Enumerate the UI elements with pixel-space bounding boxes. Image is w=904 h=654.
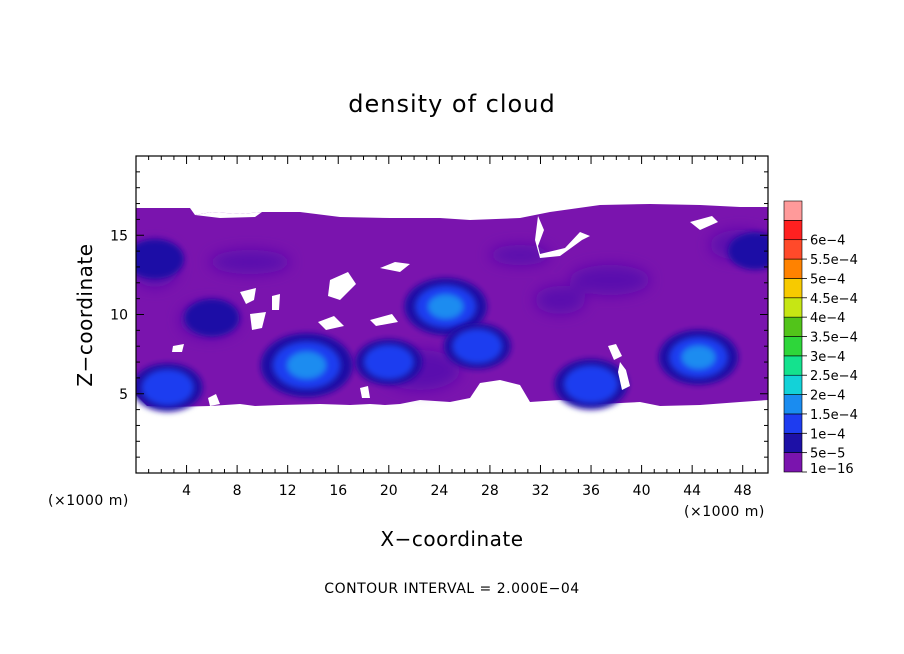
core-ring (184, 299, 240, 337)
x-tick-label: 40 (633, 483, 651, 499)
colorbar-label: 6e−4 (810, 234, 845, 249)
colorbar-swatch (783, 278, 803, 299)
core-ring (681, 345, 716, 369)
density-core-1 (260, 333, 353, 398)
colorbar-swatch (783, 316, 803, 337)
colorbar-label: 5e−4 (810, 272, 845, 287)
colorbar-swatch (783, 374, 803, 395)
x-tick-label: 16 (329, 483, 347, 499)
x-tick-label: 24 (430, 483, 448, 499)
colorbar-swatch (783, 258, 803, 279)
colorbar-swatch (783, 336, 803, 357)
x-tick-label: 28 (481, 483, 499, 499)
x-tick-label: 48 (734, 483, 752, 499)
x-tick-label: 4 (182, 483, 191, 499)
density-core-10 (728, 232, 768, 270)
colorbar-swatch (783, 239, 803, 260)
colorbar-swatch (783, 220, 803, 241)
colorbar-swatch (783, 297, 803, 318)
contour-interval-note: CONTOUR INTERVAL = 2.000E−04 (324, 581, 579, 597)
colorbar-label: 4.5e−4 (810, 292, 858, 307)
colorbar-swatch (783, 413, 803, 434)
colorbar-swatch (783, 452, 803, 473)
colorbar-swatch (783, 394, 803, 415)
x-unit-label-right: (×1000 m) (684, 504, 765, 520)
x-axis: 4 8 12 16 20 24 28 32 36 40 44 48 (148, 156, 756, 499)
colorbar-swatch (783, 432, 803, 453)
colorbar-label: 3.5e−4 (810, 331, 858, 346)
colorbar-swatch (783, 355, 803, 376)
core-ring (453, 329, 502, 363)
colorbar-label: 5e−5 (810, 447, 845, 462)
chart-title: density of cloud (348, 90, 555, 118)
colorbar-label: 2.5e−4 (810, 369, 858, 384)
core-ring (428, 294, 464, 319)
y-tick-label: 5 (119, 387, 128, 403)
x-tick-label: 12 (279, 483, 297, 499)
colorbar-label: 1e−16 (810, 462, 854, 477)
core-ring (364, 345, 413, 379)
x-tick-label: 36 (582, 483, 600, 499)
y-tick-label: 10 (110, 308, 128, 324)
density-core-9 (184, 299, 240, 337)
density-core-7 (443, 323, 511, 370)
colorbar-label: 3e−4 (810, 350, 845, 365)
density-core-2 (404, 277, 488, 336)
x-axis-label: X−coordinate (380, 527, 523, 551)
y-tick-label: 15 (110, 228, 128, 244)
y-axis-label: Z−coordinate (73, 243, 97, 386)
colorbar-swatch (783, 200, 803, 221)
x-tick-label: 8 (233, 483, 242, 499)
colorbar-label: 4e−4 (810, 311, 845, 326)
colorbar-label: 2e−4 (810, 389, 845, 404)
density-cores (136, 232, 768, 412)
colorbar-label: 5.5e−4 (810, 253, 858, 268)
x-unit-label-left: (×1000 m) (48, 493, 129, 509)
colorbar-label: 1e−4 (810, 427, 845, 442)
density-core-6 (355, 338, 423, 386)
core-ring (136, 239, 184, 279)
core-ring (287, 351, 326, 379)
density-core-3 (658, 329, 739, 385)
density-core-8 (136, 239, 184, 279)
core-ring (142, 369, 193, 405)
core-ring (564, 366, 618, 403)
plot-area (136, 156, 768, 473)
core-ring (728, 232, 768, 270)
x-tick-label: 32 (532, 483, 550, 499)
y-axis: 5 10 15 (110, 171, 768, 458)
density-core-4 (554, 358, 628, 410)
x-tick-label: 20 (380, 483, 398, 499)
clear-air-gaps (172, 212, 718, 406)
density-core-5 (136, 363, 203, 412)
x-tick-label: 44 (683, 483, 701, 499)
colorbar-label: 1.5e−4 (810, 408, 858, 423)
